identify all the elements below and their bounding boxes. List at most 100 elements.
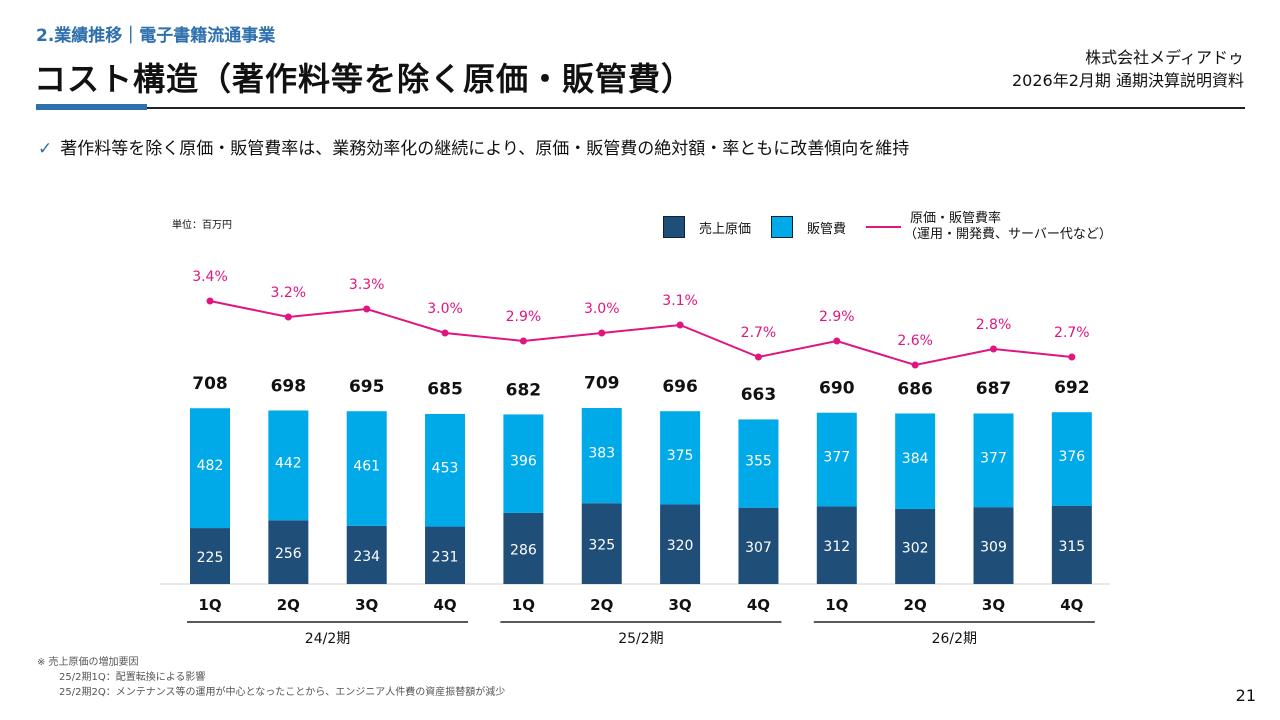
footnote-heading: ※ 売上原価の増加要因 xyxy=(37,657,139,668)
bar-sga xyxy=(425,413,466,527)
bar-cost-label: 234 xyxy=(353,549,380,565)
bar-sga-label: 383 xyxy=(588,446,615,462)
rate-point xyxy=(206,297,214,305)
legend-label-rate: 原価・販管費率 （運用・開発費、サーバー代など） xyxy=(904,211,1112,243)
legend-rate-name: 原価・販管費率 xyxy=(910,211,1002,226)
bar-total-label: 686 xyxy=(897,379,933,399)
bar-sga-label: 377 xyxy=(980,450,1007,466)
bar-cost xyxy=(973,507,1014,584)
bar-sga-label: 461 xyxy=(353,459,380,475)
footnote-line: 25/2期1Q：配置転換による影響 xyxy=(59,672,206,683)
summary-text: 著作料等を除く原価・販管費率は、業務効率化の継続により、原価・販管費の絶対額・率… xyxy=(60,139,910,159)
bar-sga-label: 377 xyxy=(823,450,850,466)
rate-label: 3.3% xyxy=(349,277,385,293)
header-accent-bar xyxy=(36,104,147,110)
bar-cost-label: 286 xyxy=(510,542,537,558)
bar-sga-label: 453 xyxy=(432,460,459,476)
bar-sga xyxy=(581,407,622,504)
bar-total-label: 698 xyxy=(271,376,307,396)
rate-label: 2.9% xyxy=(506,309,542,325)
bar-cost-label: 315 xyxy=(1058,539,1085,555)
summary-bullet: ✓ 著作料等を除く原価・販管費率は、業務効率化の継続により、原価・販管費の絶対額・… xyxy=(38,134,909,159)
bar-sga xyxy=(973,413,1014,508)
bar-sga-label: 442 xyxy=(275,455,302,471)
bar-total-label: 663 xyxy=(741,385,777,405)
rate-label: 3.2% xyxy=(271,285,307,301)
bar-sga-label: 355 xyxy=(745,454,772,470)
bar-sga xyxy=(503,414,544,513)
bar-sga-label: 375 xyxy=(667,448,694,464)
x-tick-label: 3Q xyxy=(355,596,378,614)
rate-label: 3.0% xyxy=(427,301,463,317)
bar-cost xyxy=(738,507,779,584)
bar-sga xyxy=(268,410,309,521)
legend-swatch-cost xyxy=(663,216,685,238)
rate-point xyxy=(990,345,997,353)
bar-total-label: 687 xyxy=(976,379,1012,399)
x-tick-label: 4Q xyxy=(1060,596,1083,614)
rate-label: 3.1% xyxy=(662,293,698,309)
rate-label: 2.6% xyxy=(897,333,933,349)
bar-cost xyxy=(816,506,857,584)
checkmark-icon: ✓ xyxy=(38,139,53,159)
bar-sga-label: 482 xyxy=(197,458,224,474)
bar-total-label: 690 xyxy=(819,378,855,398)
bar-sga xyxy=(816,412,857,507)
x-tick-label: 3Q xyxy=(982,596,1005,614)
x-tick-label: 2Q xyxy=(277,596,300,614)
bar-total-label: 709 xyxy=(584,374,620,394)
rate-label: 3.4% xyxy=(192,269,228,285)
bar-total-label: 692 xyxy=(1054,378,1090,398)
bar-total-label: 682 xyxy=(506,380,542,400)
bar-cost xyxy=(1051,505,1092,584)
bar-sga xyxy=(660,411,701,505)
rate-line xyxy=(209,300,1072,367)
footnote: ※ 売上原価の増加要因 25/2期1Q：配置転換による影響 25/2期2Q：メン… xyxy=(37,655,505,700)
x-tick-label: 4Q xyxy=(747,596,770,614)
header-divider xyxy=(36,107,1245,109)
x-tick-label: 1Q xyxy=(825,596,848,614)
bar-sga-label: 396 xyxy=(510,454,537,470)
rate-point xyxy=(519,337,527,345)
unit-label: 単位：百万円 xyxy=(172,220,232,231)
bar-cost xyxy=(581,503,622,584)
company-name: 株式会社メディアドゥ xyxy=(1085,48,1244,67)
bar-cost-label: 312 xyxy=(823,539,850,555)
bar-cost xyxy=(268,520,309,584)
x-tick-label: 4Q xyxy=(433,596,456,614)
legend-label-cost: 売上原価 xyxy=(699,222,752,237)
rate-label: 2.8% xyxy=(976,317,1012,333)
bar-cost xyxy=(503,512,544,584)
bar-cost xyxy=(660,504,701,584)
bar-cost xyxy=(346,525,387,584)
bar-cost xyxy=(425,526,466,584)
legend-line-rate xyxy=(866,226,901,228)
x-tick-label: 2Q xyxy=(590,596,613,614)
rate-label: 2.9% xyxy=(819,309,855,325)
rate-point xyxy=(441,329,449,337)
rate-point xyxy=(598,329,606,337)
rate-point xyxy=(284,313,292,321)
legend-rate-sub: （運用・開発費、サーバー代など） xyxy=(904,227,1112,242)
document-name: 2026年2月期 通期決算説明資料 xyxy=(1012,71,1244,90)
bar-total-label: 708 xyxy=(192,374,228,394)
legend-label-sga: 販管費 xyxy=(807,222,847,237)
legend-swatch-sga xyxy=(771,216,793,238)
rate-point xyxy=(676,321,684,329)
x-tick-label: 1Q xyxy=(512,596,535,614)
x-tick-label: 3Q xyxy=(668,596,691,614)
rate-label: 3.0% xyxy=(584,301,620,317)
bar-cost xyxy=(895,508,936,584)
rate-label: 2.7% xyxy=(741,325,777,341)
bar-cost xyxy=(190,528,230,584)
bar-sga xyxy=(738,419,779,508)
bar-cost-label: 320 xyxy=(667,538,694,554)
bar-cost-label: 231 xyxy=(432,549,459,565)
page-number: 21 xyxy=(1235,686,1256,705)
x-tick-label: 1Q xyxy=(198,596,221,614)
footnote-line: 25/2期2Q：メンテナンス等の運用が中心となったことから、エンジニア人件費の資… xyxy=(59,687,506,698)
bar-sga xyxy=(1051,412,1092,506)
document-info: 株式会社メディアドゥ 2026年2月期 通期決算説明資料 xyxy=(1012,46,1244,92)
bar-cost-label: 256 xyxy=(275,546,302,562)
